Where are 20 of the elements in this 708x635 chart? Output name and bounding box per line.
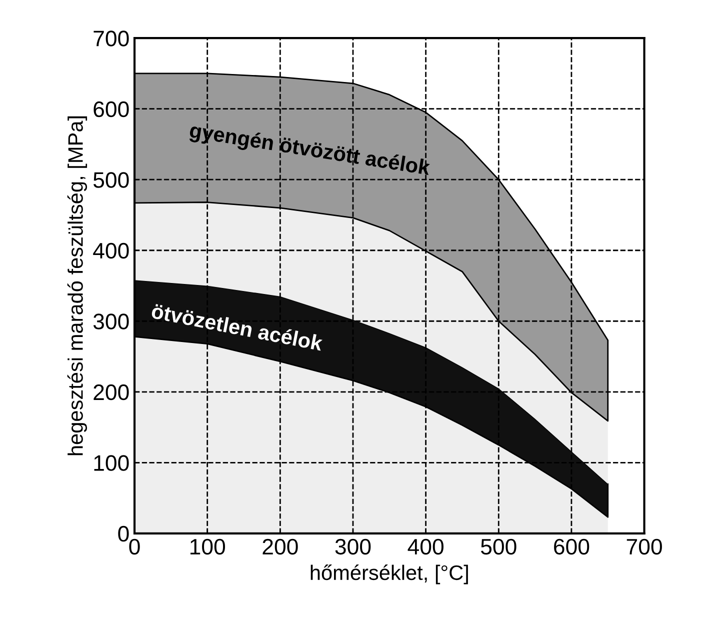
x-tick-label: 200 [262, 538, 298, 555]
y-tick-label: 500 [93, 172, 129, 188]
series-label: gyengén ötvözött acélok [188, 122, 431, 180]
series-label: ötvözetlen acélok [150, 302, 324, 351]
y-tick-label: 600 [94, 101, 129, 118]
x-tick-label: 500 [480, 538, 516, 555]
x-tick-label: 100 [190, 538, 226, 555]
y-tick-label: 100 [94, 455, 129, 471]
x-tick-label: 300 [335, 538, 371, 555]
y-tick-label: 400 [93, 242, 129, 259]
x-tick-label: 700 [626, 538, 662, 555]
x-tick-label: 400 [408, 538, 444, 555]
x-tick-label: 0 [129, 538, 140, 555]
y-tick-label: 0 [118, 526, 129, 542]
y-axis-title: hegesztési maradó feszültség, [MPa] [67, 116, 88, 456]
y-tick-label: 300 [93, 314, 129, 330]
x-axis-title: hőmérséklet, [°C] [310, 564, 468, 584]
y-tick-label: 700 [94, 30, 129, 46]
x-tick-label: 600 [554, 538, 590, 555]
y-tick-label: 200 [94, 384, 129, 400]
